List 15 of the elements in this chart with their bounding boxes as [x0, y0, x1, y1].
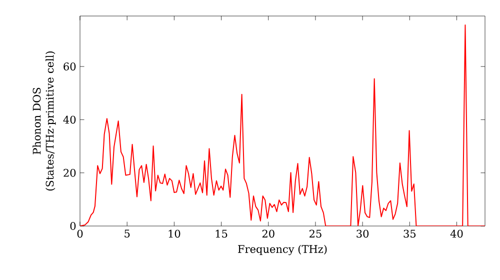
y-tick-label: 40	[63, 116, 76, 124]
y-axis-title: Phonon DOS (States/THz·primitive cell)	[32, 51, 56, 191]
x-tick-label: 20	[262, 230, 274, 238]
x-tick-label: 10	[168, 230, 180, 238]
x-tick-label: 35	[404, 230, 416, 238]
x-axis-title: Frequency (THz)	[238, 244, 327, 256]
y-tick-label: 0	[70, 222, 76, 230]
x-tick-label: 25	[310, 230, 322, 238]
x-tick-label: 30	[356, 230, 369, 238]
y-tick-label: 60	[64, 62, 76, 70]
x-tick-label: 40	[450, 230, 463, 238]
y-tick-label: 20	[64, 168, 76, 177]
x-tick-label: 5	[124, 230, 130, 238]
x-tick-label: 15	[216, 230, 228, 238]
x-tick-label: 0	[77, 230, 83, 238]
